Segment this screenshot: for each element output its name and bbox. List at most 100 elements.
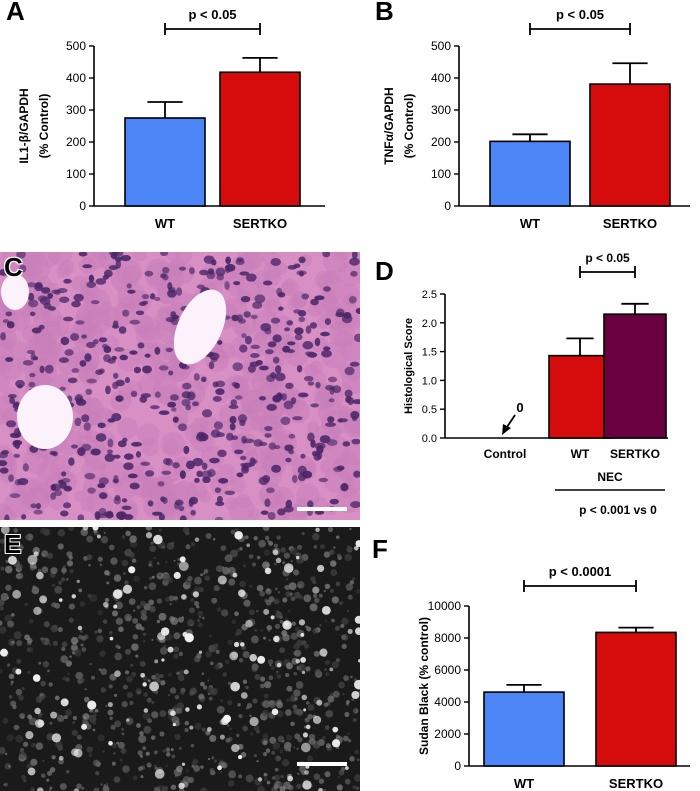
fluor-speck	[313, 773, 321, 781]
fluor-speck	[309, 658, 312, 661]
fluor-speck	[341, 643, 347, 650]
fluor-speck	[61, 641, 68, 648]
nucleus	[332, 385, 342, 394]
nucleus	[29, 311, 36, 317]
fluor-speck	[190, 598, 195, 603]
nucleus	[0, 467, 9, 474]
bar-wt	[548, 354, 612, 439]
fluor-speck	[318, 593, 323, 598]
fluor-speck	[57, 627, 63, 633]
fluor-spot	[301, 694, 308, 701]
fluor-speck	[107, 709, 114, 716]
fluor-speck	[290, 632, 298, 640]
fluor-speck	[325, 671, 330, 677]
fluor-speck	[120, 527, 123, 529]
fluor-speck	[264, 681, 272, 689]
fluor-spot	[33, 606, 42, 615]
nucleus	[31, 327, 42, 334]
nucleus	[137, 342, 145, 349]
nucleus	[224, 281, 230, 290]
nucleus	[250, 314, 258, 320]
nucleus	[81, 414, 90, 423]
fluor-speck	[340, 623, 345, 629]
fluor-speck	[132, 634, 139, 640]
fluor-speck	[162, 574, 171, 582]
nucleus	[90, 300, 100, 305]
fluor-speck	[86, 554, 93, 561]
nucleus	[232, 362, 244, 372]
nucleus	[288, 433, 296, 439]
fluor-speck	[88, 753, 93, 758]
nucleus	[182, 382, 192, 390]
nucleus	[97, 422, 106, 429]
fluor-speck	[276, 535, 281, 540]
fluor-speck	[325, 743, 331, 749]
sig-label: p < 0.05	[556, 7, 604, 22]
fluor-speck	[307, 704, 315, 711]
fluor-speck	[74, 649, 82, 657]
fluor-speck	[234, 611, 239, 617]
fluor-speck	[245, 774, 254, 783]
fluor-speck	[184, 720, 190, 726]
fluor-spot	[219, 734, 225, 740]
nucleus	[13, 401, 21, 407]
nucleus	[74, 394, 84, 403]
fluor-spot	[300, 633, 305, 637]
nucleus	[101, 343, 109, 349]
fluor-spot	[172, 722, 176, 727]
fluor-speck	[293, 643, 300, 650]
fluor-speck	[147, 679, 151, 683]
nucleus	[293, 263, 301, 269]
fluor-speck	[230, 549, 238, 558]
y-axis-label: Histological Score	[403, 318, 415, 414]
nucleus	[8, 474, 15, 482]
fluor-speck	[323, 788, 327, 791]
fluor-spot	[60, 698, 69, 707]
nucleus	[302, 340, 314, 350]
fluor-spot	[264, 567, 272, 575]
fluor-speck	[156, 619, 161, 624]
fluor-speck	[200, 765, 204, 769]
nucleus	[342, 441, 351, 447]
fluor-speck	[211, 756, 215, 760]
fluor-speck	[276, 610, 280, 614]
nucleus	[292, 474, 298, 484]
lumen	[17, 385, 73, 449]
fluor-speck	[72, 715, 78, 721]
fluor-speck	[27, 646, 34, 653]
y-tick-label: 0.5	[422, 404, 437, 416]
fluor-spot	[303, 708, 307, 712]
fluor-speck	[257, 785, 265, 791]
fluor-speck	[286, 698, 290, 703]
nucleus	[214, 516, 224, 520]
cytoplasm	[126, 380, 143, 398]
nucleus	[139, 395, 148, 403]
nucleus	[200, 376, 207, 383]
fluor-speck	[138, 766, 143, 772]
fluor-speck	[6, 596, 10, 600]
fluor-speck	[6, 734, 14, 742]
nucleus	[77, 514, 85, 520]
fluor-spot	[312, 586, 320, 594]
fluor-speck	[263, 636, 267, 640]
fluor-speck	[262, 752, 268, 757]
fluor-speck	[4, 752, 8, 756]
fluor-speck	[46, 778, 50, 782]
fluor-speck	[278, 782, 284, 787]
fluor-speck	[221, 609, 229, 617]
fluor-speck	[125, 530, 131, 537]
fluor-speck	[132, 617, 139, 624]
fluor-speck	[173, 646, 180, 653]
fluor-spot	[181, 762, 186, 766]
fluor-speck	[297, 581, 305, 589]
fluor-spot	[305, 724, 311, 730]
fluor-speck	[171, 754, 176, 759]
fluor-speck	[242, 725, 248, 732]
fluor-spot	[109, 636, 114, 641]
fluor-speck	[350, 675, 353, 679]
nucleus	[215, 388, 225, 396]
fluor-speck	[100, 783, 103, 786]
fluor-speck	[242, 679, 248, 685]
fluor-speck	[133, 575, 140, 582]
fluor-speck	[97, 609, 104, 616]
